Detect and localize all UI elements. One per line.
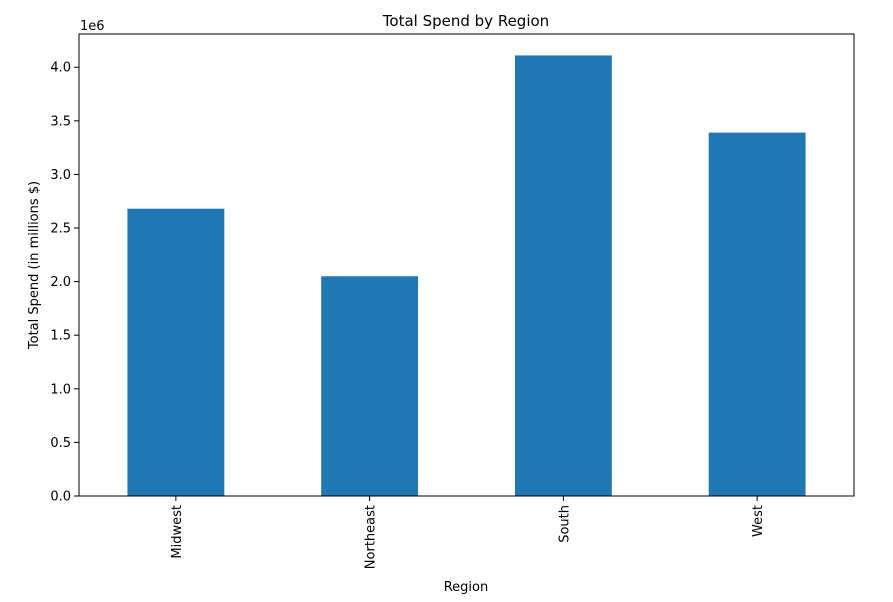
y-tick-label: 2.0 (50, 275, 71, 290)
y-tick-label: 1.5 (50, 329, 71, 344)
bars-group (127, 55, 806, 497)
chart-title: Total Spend by Region (382, 12, 549, 30)
x-tick-label-west: West (751, 505, 766, 537)
bar-west (708, 132, 806, 496)
y-tick-label: 0.5 (50, 436, 71, 451)
y-tick-label: 0.0 (50, 490, 71, 505)
x-tick-label-south: South (557, 505, 572, 543)
y-tick-label: 1.0 (50, 382, 71, 397)
bar-northeast (321, 276, 419, 496)
y-axis: 0.0 0.5 1.0 1.5 2.0 2.5 3.0 3.5 4.0 (50, 61, 79, 505)
x-axis-label: Region (444, 580, 489, 595)
bar-south (514, 55, 612, 497)
y-tick-label: 4.0 (50, 61, 71, 76)
plot-frame (78, 33, 855, 497)
x-tick-label-northeast: Northeast (364, 505, 379, 569)
x-axis: Midwest Northeast South West (170, 496, 766, 569)
y-axis-offset-label: 1e6 (80, 19, 105, 34)
y-tick-label: 3.5 (50, 114, 71, 129)
y-tick-label: 3.0 (50, 168, 71, 183)
y-axis-label: Total Spend (in millions $) (27, 181, 42, 350)
bar-midwest (127, 208, 225, 497)
y-tick-label: 2.5 (50, 222, 71, 237)
x-tick-label-midwest: Midwest (170, 505, 185, 559)
